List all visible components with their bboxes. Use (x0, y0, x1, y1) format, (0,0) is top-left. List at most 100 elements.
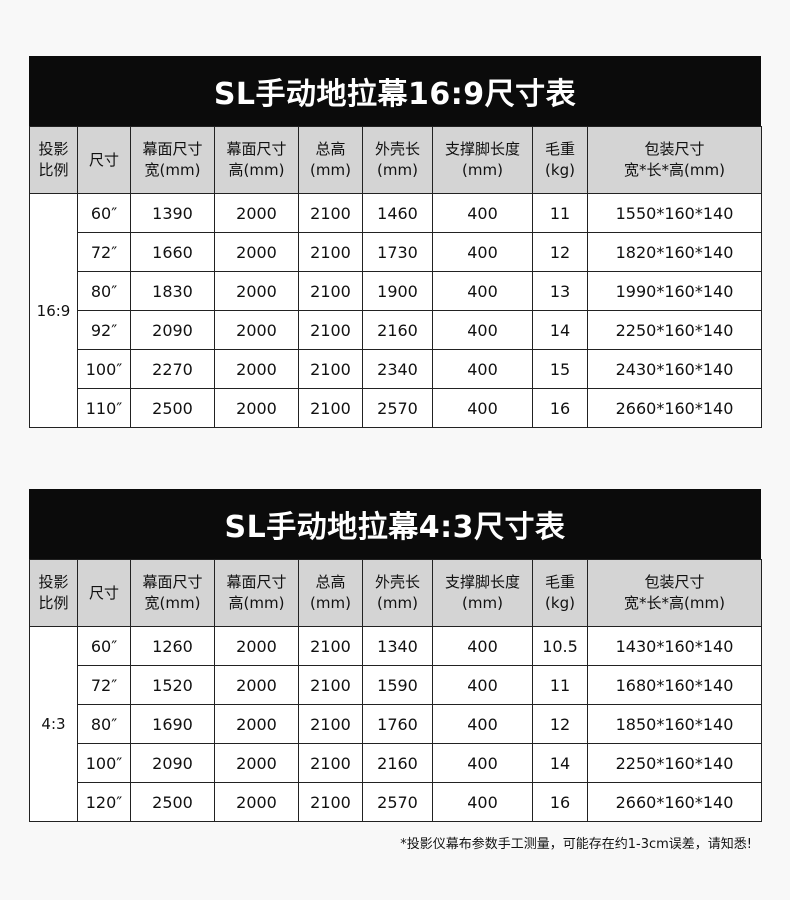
header-line: 幕面尺寸 (226, 140, 287, 158)
table-cell: 100″ (77, 349, 131, 389)
table-cell: 2340 (362, 349, 433, 389)
table-row: 16:9 60″ 1390 2000 2100 1460 400 11 1550*160*140 (29, 193, 762, 428)
table-cell: 1520 (130, 665, 215, 705)
table-row: 120″ 2500 2000 2100 2570 400 16 2660*160*140 (30, 782, 762, 822)
table-cell: 400 (432, 193, 533, 233)
table-cell: 2100 (298, 310, 363, 350)
header-line: 包装尺寸 (644, 140, 705, 158)
table-cell: 2100 (298, 665, 363, 705)
column-header: 幕面尺寸 宽(mm) (130, 559, 215, 627)
table-cell: 13 (532, 271, 588, 311)
table-cell: 2250*160*140 (587, 310, 762, 350)
table-cell: 2660*160*140 (587, 782, 762, 822)
table-cell: 12 (532, 232, 588, 272)
table-cell: 2160 (362, 743, 433, 783)
header-line: 毛重 (544, 573, 575, 591)
header-line: (mm) (462, 161, 503, 179)
table-cell: 2250*160*140 (587, 743, 762, 783)
column-header: 支撑脚长度 (mm) (432, 126, 533, 194)
table-cell: 110″ (77, 388, 131, 428)
ratio-cell: 16:9 (29, 193, 78, 428)
table-cell: 2000 (214, 193, 299, 233)
table-cell: 1830 (130, 271, 215, 311)
table-cell: 1460 (362, 193, 433, 233)
table-cell: 1690 (130, 704, 215, 744)
column-header: 毛重 (kg) (532, 559, 588, 627)
header-line: (mm) (377, 161, 418, 179)
header-line: 幕面尺寸 (226, 573, 287, 591)
table-cell: 2100 (298, 349, 363, 389)
table-cell: 400 (432, 665, 533, 705)
table-cell: 1390 (130, 193, 215, 233)
table-cell: 2100 (298, 704, 363, 744)
header-line: 宽(mm) (144, 161, 201, 179)
table-cell: 400 (432, 743, 533, 783)
header-line: 支撑脚长度 (444, 573, 520, 591)
table-row: 100″ 2270 2000 2100 2340 400 15 2430*160*140 (30, 349, 762, 389)
table-cell: 100″ (77, 743, 131, 783)
column-header: 包装尺寸宽*长*高(mm) (587, 559, 762, 627)
header-line: 包装尺寸 (644, 573, 705, 591)
column-header: 包装尺寸 宽*长*高(mm) (587, 126, 762, 194)
size-table: 投影 比例 尺寸 幕面尺寸 宽(mm) 幕面尺寸 高(mm) 总高 (mm) 外壳长 (mm) 支撑脚… (29, 126, 762, 428)
table-cell: 12 (532, 704, 588, 744)
header-line: (mm) (310, 594, 351, 612)
size-table-16-9: SL手动地拉幕16:9尺寸表 投影 比例 尺寸 幕面尺寸 宽(mm) 幕面尺寸 高(mm) 总… (29, 56, 762, 428)
table-cell: 80″ (77, 271, 131, 311)
column-header: 尺寸 (77, 559, 131, 627)
table-cell: 2100 (298, 388, 363, 428)
table-row: 4:3 60″ 1260 2000 2100 1340 400 10.5 1430*160*14… (29, 626, 762, 822)
table-row: 80″ 1830 2000 2100 1900 400 13 1990*160*140 (30, 271, 762, 311)
table-cell: 2000 (214, 349, 299, 389)
column-header: 总高 (mm) (298, 126, 363, 194)
header-line: 投影 (38, 140, 69, 158)
header-line: 幕面尺寸 (142, 140, 203, 158)
table-cell: 92″ (77, 310, 131, 350)
header-line: 投影 (38, 573, 69, 591)
table-cell: 1820*160*140 (587, 232, 762, 272)
table-cell: 400 (432, 310, 533, 350)
table-cell: 16 (532, 388, 588, 428)
table-cell: 1430*160*140 (587, 626, 762, 666)
table-cell: 1680*160*140 (587, 665, 762, 705)
table-cell: 400 (432, 704, 533, 744)
table-cell: 400 (432, 782, 533, 822)
table-cell: 1900 (362, 271, 433, 311)
table-cell: 1850*160*140 (587, 704, 762, 744)
column-header: 投影 比例 (29, 559, 78, 627)
column-header: 总高 (mm) (298, 559, 363, 627)
header-line: 支撑脚长度 (444, 140, 520, 158)
header-line: 幕面尺寸 (142, 573, 203, 591)
table-row: 72″ 1520 2000 2100 1590 400 11 1680*160*140 (30, 665, 762, 705)
column-header: 幕面尺寸宽(mm) (130, 126, 215, 194)
table-cell: 2000 (214, 388, 299, 428)
table-cell: 2000 (214, 232, 299, 272)
table-cell: 2000 (214, 665, 299, 705)
table-cell: 2000 (214, 626, 299, 666)
table-row: 72″ 1660 2000 2100 1730 400 12 1820*160*140 (30, 232, 762, 272)
table-cell: 2100 (298, 782, 363, 822)
table-row: 100″ 2090 2000 2100 2160 400 14 2250*160*140 (30, 743, 762, 783)
table-cell: 1660 (130, 232, 215, 272)
table-cell: 14 (532, 743, 588, 783)
table-cell: 11 (532, 193, 588, 233)
table-cell: 2100 (298, 232, 363, 272)
column-header: 幕面尺寸 高(mm) (214, 126, 299, 194)
table-cell: 2000 (214, 782, 299, 822)
table-cell: 1340 (362, 626, 433, 666)
table-cell: 2660*160*140 (587, 388, 762, 428)
table-row: 110″ 2500 2000 2100 2570 400 16 2660*160*140 (30, 388, 762, 428)
header-line: 比例 (38, 594, 69, 612)
column-header: 幕面尺寸 高(mm) (214, 559, 299, 627)
header-line: (mm) (310, 161, 351, 179)
header-row: 投影 比例 尺寸 幕面尺寸 宽(mm) 幕面尺寸 高(mm) 总高 (mm) 外壳长 (mm) 支撑脚… (29, 559, 762, 627)
table-title: SL手动地拉幕4:3尺寸表 (29, 489, 761, 559)
table-cell: 2500 (130, 782, 215, 822)
header-line: (mm) (377, 594, 418, 612)
column-header: 投影 比例 (29, 126, 78, 194)
table-cell: 14 (532, 310, 588, 350)
header-line: 宽*长*高(mm) (624, 594, 725, 612)
header-line: 尺寸 (88, 583, 119, 602)
table-cell: 120″ (77, 782, 131, 822)
column-header: 毛重 (kg) (532, 126, 588, 194)
